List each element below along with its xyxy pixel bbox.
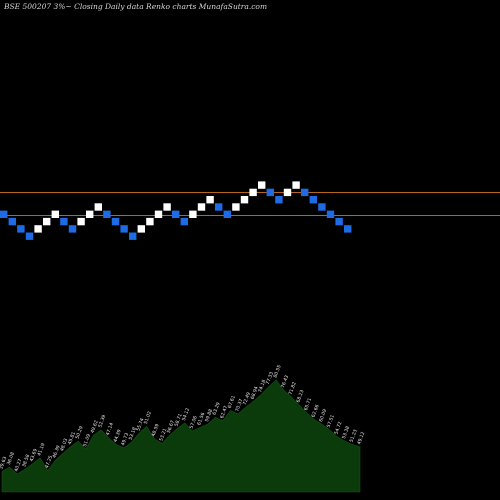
renko-bricks (0, 181, 352, 240)
renko-brick-down (0, 210, 8, 218)
volume-label: 51.09 (82, 433, 92, 447)
chart-title: BSE 500207 3%~ Closing Daily data Renko … (3, 2, 267, 11)
renko-brick-down (60, 217, 68, 226)
volume-label: 54.72 (333, 421, 343, 435)
volume-label: 57.06 (189, 415, 199, 429)
volume-label: 52.39 (97, 414, 107, 428)
volume-label: 77.33 (265, 371, 275, 385)
renko-brick-down (172, 210, 180, 218)
volume-label: 48.03 (59, 438, 69, 452)
volume-label: 70.37 (234, 398, 244, 412)
renko-brick-up (206, 196, 214, 204)
volume-label: 62.66 (311, 404, 321, 418)
renko-brick-down (223, 210, 231, 218)
renko-brick-up (189, 210, 197, 218)
renko-brick-down (25, 232, 34, 240)
renko-brick-up (197, 203, 206, 211)
renko-brick-up (43, 217, 51, 226)
renko-brick-down (275, 196, 283, 204)
renko-brick-up (292, 181, 300, 189)
volume-label: 62.47 (219, 405, 229, 419)
renko-brick-down (8, 217, 16, 226)
volume-label: 56.67 (166, 420, 176, 434)
volume-label: 58.71 (173, 413, 183, 427)
renko-brick-down (215, 203, 223, 211)
renko-brick-up (240, 196, 249, 204)
renko-brick-up (86, 210, 94, 218)
volume-label: 61.56 (196, 412, 206, 426)
volume-label: 54.12 (181, 407, 191, 421)
volume-labels: 39.6336.0840.2738.5843.6941.1947.2546.39… (0, 364, 366, 472)
volume-label: 53.38 (341, 425, 351, 439)
volume-label: 51.23 (349, 429, 359, 443)
renko-brick-up (283, 188, 292, 197)
renko-brick-up (249, 188, 257, 197)
volume-label: 72.49 (242, 391, 252, 405)
volume-label: 36.08 (6, 451, 16, 465)
renko-brick-down (180, 217, 188, 226)
volume-label: 53.18 (128, 426, 138, 440)
renko-brick-up (154, 210, 163, 218)
renko-brick-down (129, 232, 137, 240)
renko-brick-up (137, 225, 145, 233)
volume-label: 41.19 (36, 442, 46, 456)
volume-label: 67.61 (227, 395, 237, 409)
volume-label: 76.43 (280, 374, 290, 388)
renko-brick-up (146, 217, 154, 226)
volume-label: 50.29 (74, 425, 84, 439)
volume-label: 48.59 (151, 423, 161, 437)
renko-brick-down (17, 225, 25, 233)
renko-brick-up (232, 203, 240, 211)
volume-label: 45.81 (67, 431, 77, 445)
volume-label: 49.73 (120, 432, 130, 446)
volume-label: 38.58 (21, 454, 31, 468)
volume-label: 51.02 (143, 411, 153, 425)
volume-label: 49.62 (90, 420, 100, 434)
volume-label: 47.14 (105, 422, 115, 436)
renko-brick-up (77, 217, 85, 226)
renko-brick-up (94, 203, 102, 211)
renko-brick-down (111, 217, 120, 226)
volume-label: 39.63 (0, 456, 8, 470)
volume-label: 53.21 (158, 428, 168, 442)
volume-label: 63.29 (212, 402, 222, 416)
volume-label: 44.39 (113, 429, 123, 443)
volume-label: 49.12 (356, 431, 366, 445)
renko-brick-down (326, 210, 335, 218)
renko-brick-up (163, 203, 171, 211)
volume-label: 68.23 (295, 389, 305, 403)
volume-label: 65.71 (303, 397, 313, 411)
volume-area-path (1, 379, 361, 493)
volume-label: 55.74 (135, 417, 145, 431)
renko-brick-down (344, 225, 352, 233)
volume-label: 80.55 (272, 364, 282, 378)
volume-label: 43.69 (29, 448, 39, 462)
volume-label: 47.25 (44, 455, 54, 469)
volume-area (1, 379, 361, 493)
renko-brick-up (51, 210, 59, 218)
renko-brick-up (258, 181, 266, 189)
volume-label: 60.09 (318, 408, 328, 422)
renko-brick-down (120, 225, 128, 233)
renko-brick-down (335, 217, 343, 226)
renko-brick-up (34, 225, 42, 233)
renko-brick-down (318, 203, 326, 211)
volume-label: 59.88 (204, 408, 214, 422)
volume-label: 46.39 (52, 445, 62, 459)
renko-brick-down (103, 210, 111, 218)
volume-label: 57.51 (326, 414, 336, 428)
volume-label: 40.27 (13, 458, 23, 472)
renko-brick-down (68, 225, 77, 233)
volume-label: 74.18 (257, 379, 267, 393)
volume-label: 71.82 (288, 381, 298, 395)
renko-brick-down (309, 196, 317, 204)
renko-brick-down (266, 188, 274, 197)
renko-brick-down (301, 188, 309, 197)
volume-label: 68.94 (250, 386, 260, 400)
